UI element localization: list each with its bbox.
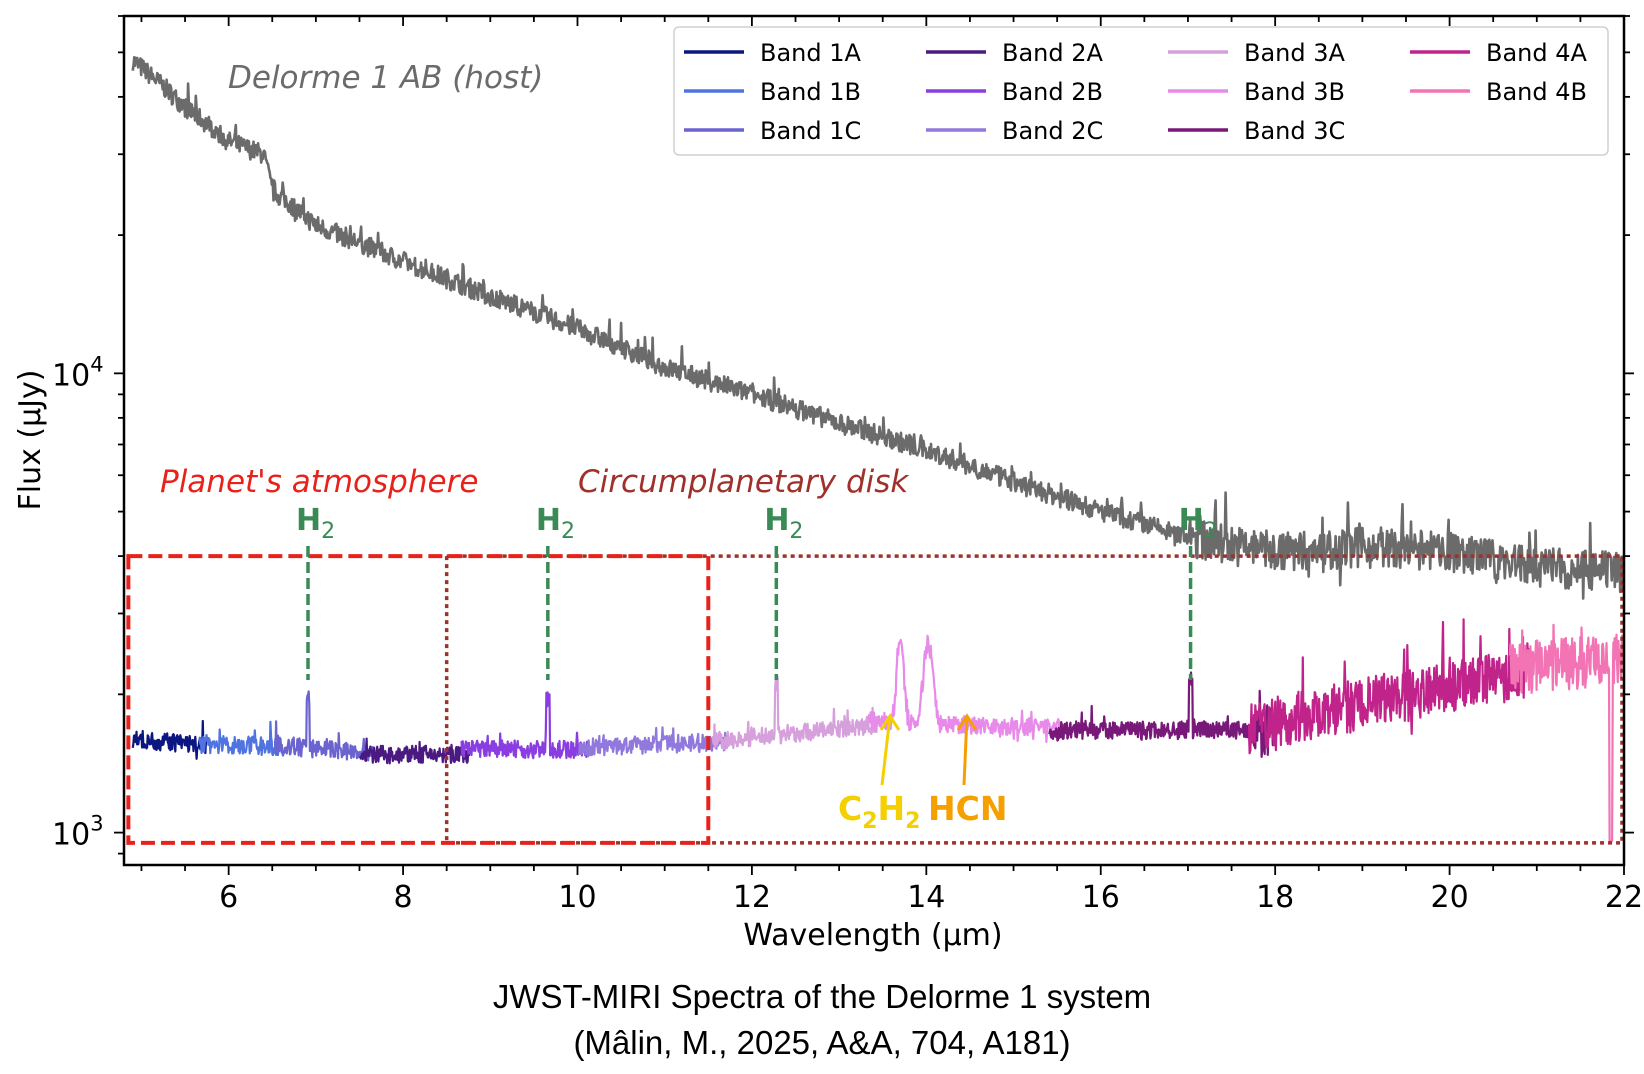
- planet-atmosphere-region: [126, 554, 711, 845]
- circumplanetary-disk-region: [444, 554, 1624, 845]
- legend-label: Band 4A: [1486, 39, 1588, 67]
- legend-box: [673, 26, 1609, 156]
- legend-label: Band 2B: [1002, 78, 1103, 106]
- series-line-band-3a: [711, 676, 882, 751]
- y-axis-label: Flux (μJy): [13, 370, 48, 511]
- legend-label: Band 2A: [1002, 39, 1104, 67]
- series-line-band-4a: [1247, 618, 1534, 755]
- series-line-band-2b: [460, 691, 590, 760]
- legend-label: Band 2C: [1002, 117, 1103, 145]
- x-tick-label: 18: [1256, 880, 1294, 915]
- x-tick-label: 14: [907, 880, 945, 915]
- x-axis-label: Wavelength (μm): [743, 918, 1002, 953]
- x-tick-label: 20: [1430, 880, 1468, 915]
- c2h2-arrow-head: [879, 713, 901, 731]
- legend-label: Band 3A: [1244, 39, 1346, 67]
- series-line-band-4b: [1508, 623, 1626, 842]
- series-line-band-1b: [198, 720, 285, 757]
- axes: 6 8 10 12 14 16 18 20 22 103 104: [52, 14, 1643, 915]
- x-tick-label: 6: [219, 880, 238, 915]
- series-line-band-1a: [131, 719, 208, 760]
- legend-label: Band 3B: [1244, 78, 1345, 106]
- h2-label: H2: [296, 503, 335, 544]
- legend: Band 1A Band 1B Band 1C Band 2A Band 2B Band …: [673, 26, 1609, 156]
- y-tick-label: 103: [52, 812, 104, 853]
- hcn-label: HCN: [928, 789, 1007, 828]
- series-line-band-2a: [359, 737, 472, 765]
- x-tick-label: 16: [1082, 880, 1120, 915]
- x-tick-label: 10: [558, 880, 596, 915]
- x-tick-label: 12: [733, 880, 771, 915]
- host-label: Delorme 1 AB (host): [228, 60, 543, 96]
- legend-label: Band 3C: [1244, 117, 1345, 145]
- series-line-band-1c: [273, 690, 374, 762]
- x-tick-label: 8: [394, 880, 413, 915]
- chart-title: JWST-MIRI Spectra of the Delorme 1 syste…: [492, 978, 1152, 1015]
- h2-label: H2: [536, 503, 575, 544]
- legend-label: Band 4B: [1486, 78, 1587, 106]
- x-tick-label: 22: [1605, 880, 1643, 915]
- h2-label: H2: [1179, 503, 1218, 544]
- circumplanetary-disk-label: Circumplanetary disk: [578, 464, 909, 500]
- series-layer: [131, 55, 1626, 842]
- legend-label: Band 1A: [760, 39, 862, 67]
- hcn-arrow-head: [956, 713, 978, 731]
- series-line-band-2c: [578, 726, 727, 758]
- h2-label: H2: [764, 503, 803, 544]
- y-tick-label: 104: [52, 352, 104, 393]
- host-spectrum-line: [131, 55, 1626, 600]
- series-line-band-3c: [1048, 671, 1275, 758]
- planet-atmosphere-label: Planet's atmosphere: [160, 464, 478, 500]
- c2h2-arrow: [880, 715, 892, 786]
- plot-frame: [122, 14, 1626, 867]
- region-layer: [126, 554, 1624, 845]
- annotation-layer: Delorme 1 AB (host) Planet's atmosphere …: [160, 60, 1218, 834]
- hcn-arrow: [962, 715, 969, 786]
- c2h2-label: C2H2: [838, 789, 920, 834]
- legend-label: Band 1C: [760, 117, 861, 145]
- legend-label: Band 1B: [760, 78, 861, 106]
- chart-subtitle: (Mâlin, M., 2025, A&A, 704, A181): [573, 1024, 1071, 1061]
